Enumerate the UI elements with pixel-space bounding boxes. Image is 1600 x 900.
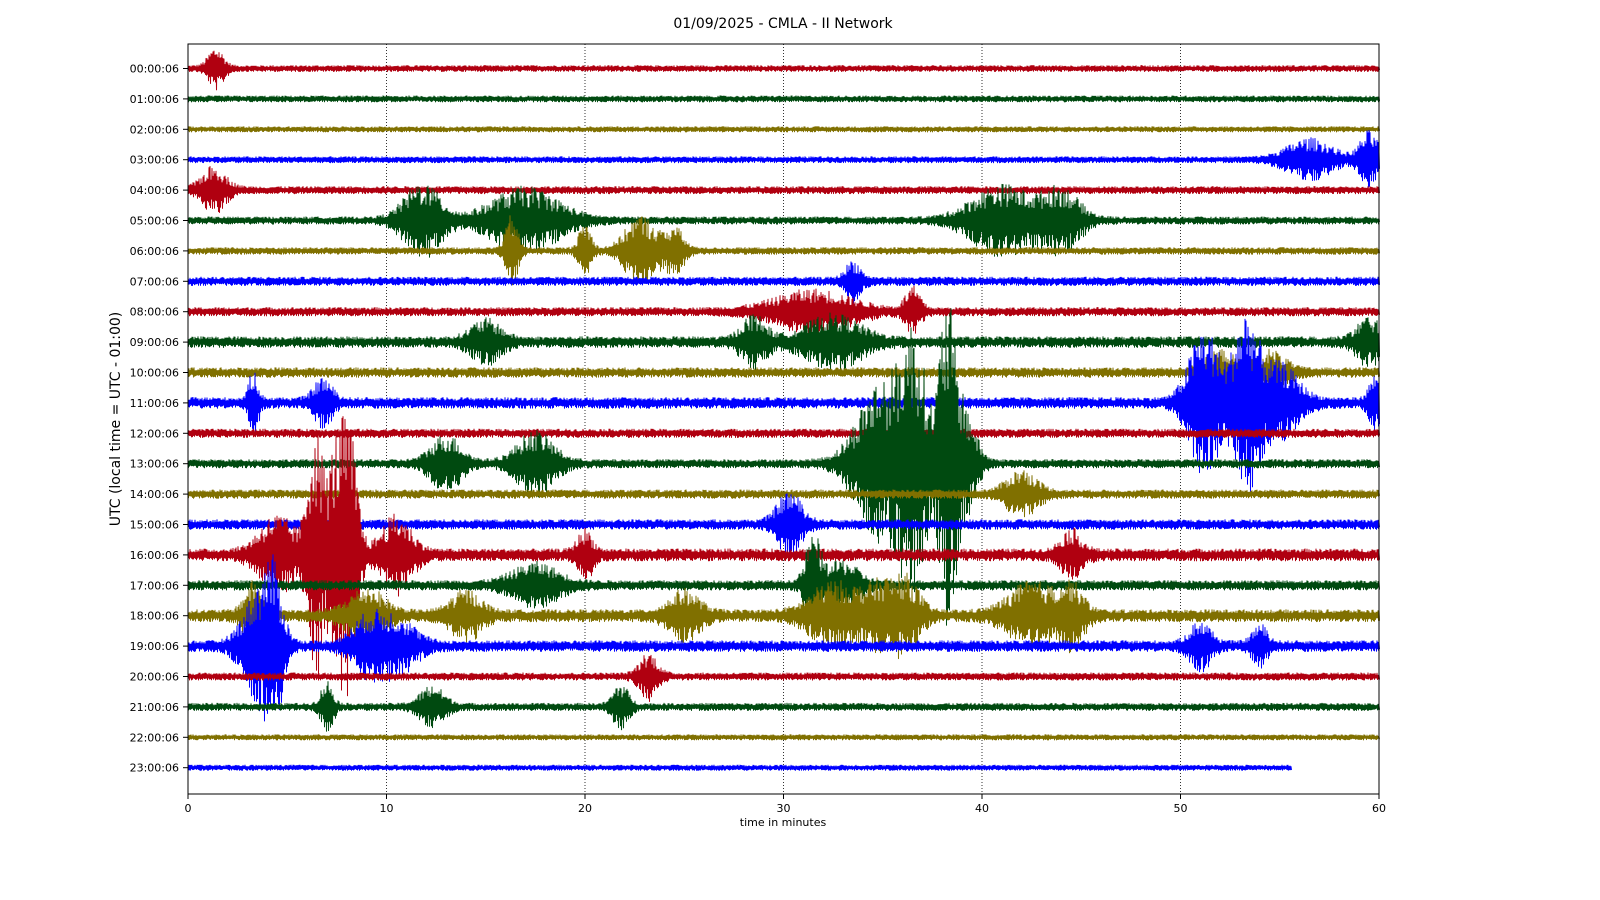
x-tick-label: 30: [777, 802, 791, 815]
x-tick-label: 0: [185, 802, 192, 815]
y-tick-label: 14:00:06: [130, 488, 179, 501]
trace-080006: [187, 285, 1380, 335]
y-tick-label: 13:00:06: [130, 458, 179, 471]
x-tick-label: 10: [380, 802, 394, 815]
trace-090006: [187, 312, 1380, 372]
trace-120006: [187, 428, 1380, 438]
trace-170006: [187, 536, 1380, 640]
y-tick-label: 10:00:06: [130, 367, 179, 380]
y-tick-label: 02:00:06: [130, 123, 179, 136]
x-tick-label: 50: [1174, 802, 1188, 815]
trace-050006: [187, 183, 1380, 258]
grid-lines: [386, 44, 1181, 794]
traces: [187, 50, 1380, 771]
trace-130006: [187, 308, 1380, 626]
y-tick-label: 08:00:06: [130, 306, 179, 319]
trace-010006: [187, 95, 1380, 103]
y-tick-label: 09:00:06: [130, 336, 179, 349]
trace-020006: [187, 126, 1380, 133]
y-tick-label: 11:00:06: [130, 397, 179, 410]
y-axis-ticks: 00:00:06 01:00:06 02:00:06 03:00:06 04:00:06…: [130, 63, 188, 775]
y-tick-label: 15:00:06: [130, 519, 179, 532]
trace-060006: [187, 215, 1380, 286]
y-tick-label: 23:00:06: [130, 762, 179, 775]
y-tick-label: 03:00:06: [130, 154, 179, 167]
trace-140006: [187, 470, 1380, 518]
y-tick-label: 20:00:06: [130, 671, 179, 684]
y-tick-label: 06:00:06: [130, 245, 179, 258]
y-axis-label: UTC (local time = UTC - 01:00): [108, 312, 124, 527]
trace-190006: [187, 554, 1380, 722]
x-tick-label: 60: [1372, 802, 1386, 815]
x-axis-label: time in minutes: [740, 816, 827, 829]
y-tick-label: 00:00:06: [130, 63, 179, 76]
trace-210006: [187, 681, 1380, 732]
trace-160006: [187, 416, 1380, 697]
trace-230006: [187, 764, 1292, 771]
trace-200006: [187, 654, 1380, 702]
y-tick-label: 21:00:06: [130, 701, 179, 714]
trace-220006: [187, 734, 1380, 741]
trace-030006: [187, 129, 1380, 188]
trace-110006: [187, 318, 1380, 493]
y-tick-label: 19:00:06: [130, 640, 179, 653]
trace-100006: [187, 348, 1380, 396]
x-axis-ticks: 0 10 20 30 40 50 60: [185, 794, 1386, 815]
y-tick-label: 07:00:06: [130, 275, 179, 288]
trace-000006: [187, 50, 1380, 91]
y-tick-label: 22:00:06: [130, 731, 179, 744]
x-tick-label: 40: [975, 802, 989, 815]
x-tick-label: 20: [578, 802, 592, 815]
y-tick-label: 01:00:06: [130, 93, 179, 106]
y-tick-label: 18:00:06: [130, 610, 179, 623]
y-tick-label: 05:00:06: [130, 215, 179, 228]
trace-150006: [187, 493, 1380, 558]
trace-070006: [187, 261, 1380, 304]
chart-title: 01/09/2025 - CMLA - II Network: [673, 16, 893, 32]
y-tick-label: 04:00:06: [130, 184, 179, 197]
y-tick-label: 12:00:06: [130, 427, 179, 440]
y-tick-label: 16:00:06: [130, 549, 179, 562]
trace-040006: [187, 166, 1380, 213]
y-tick-label: 17:00:06: [130, 579, 179, 592]
